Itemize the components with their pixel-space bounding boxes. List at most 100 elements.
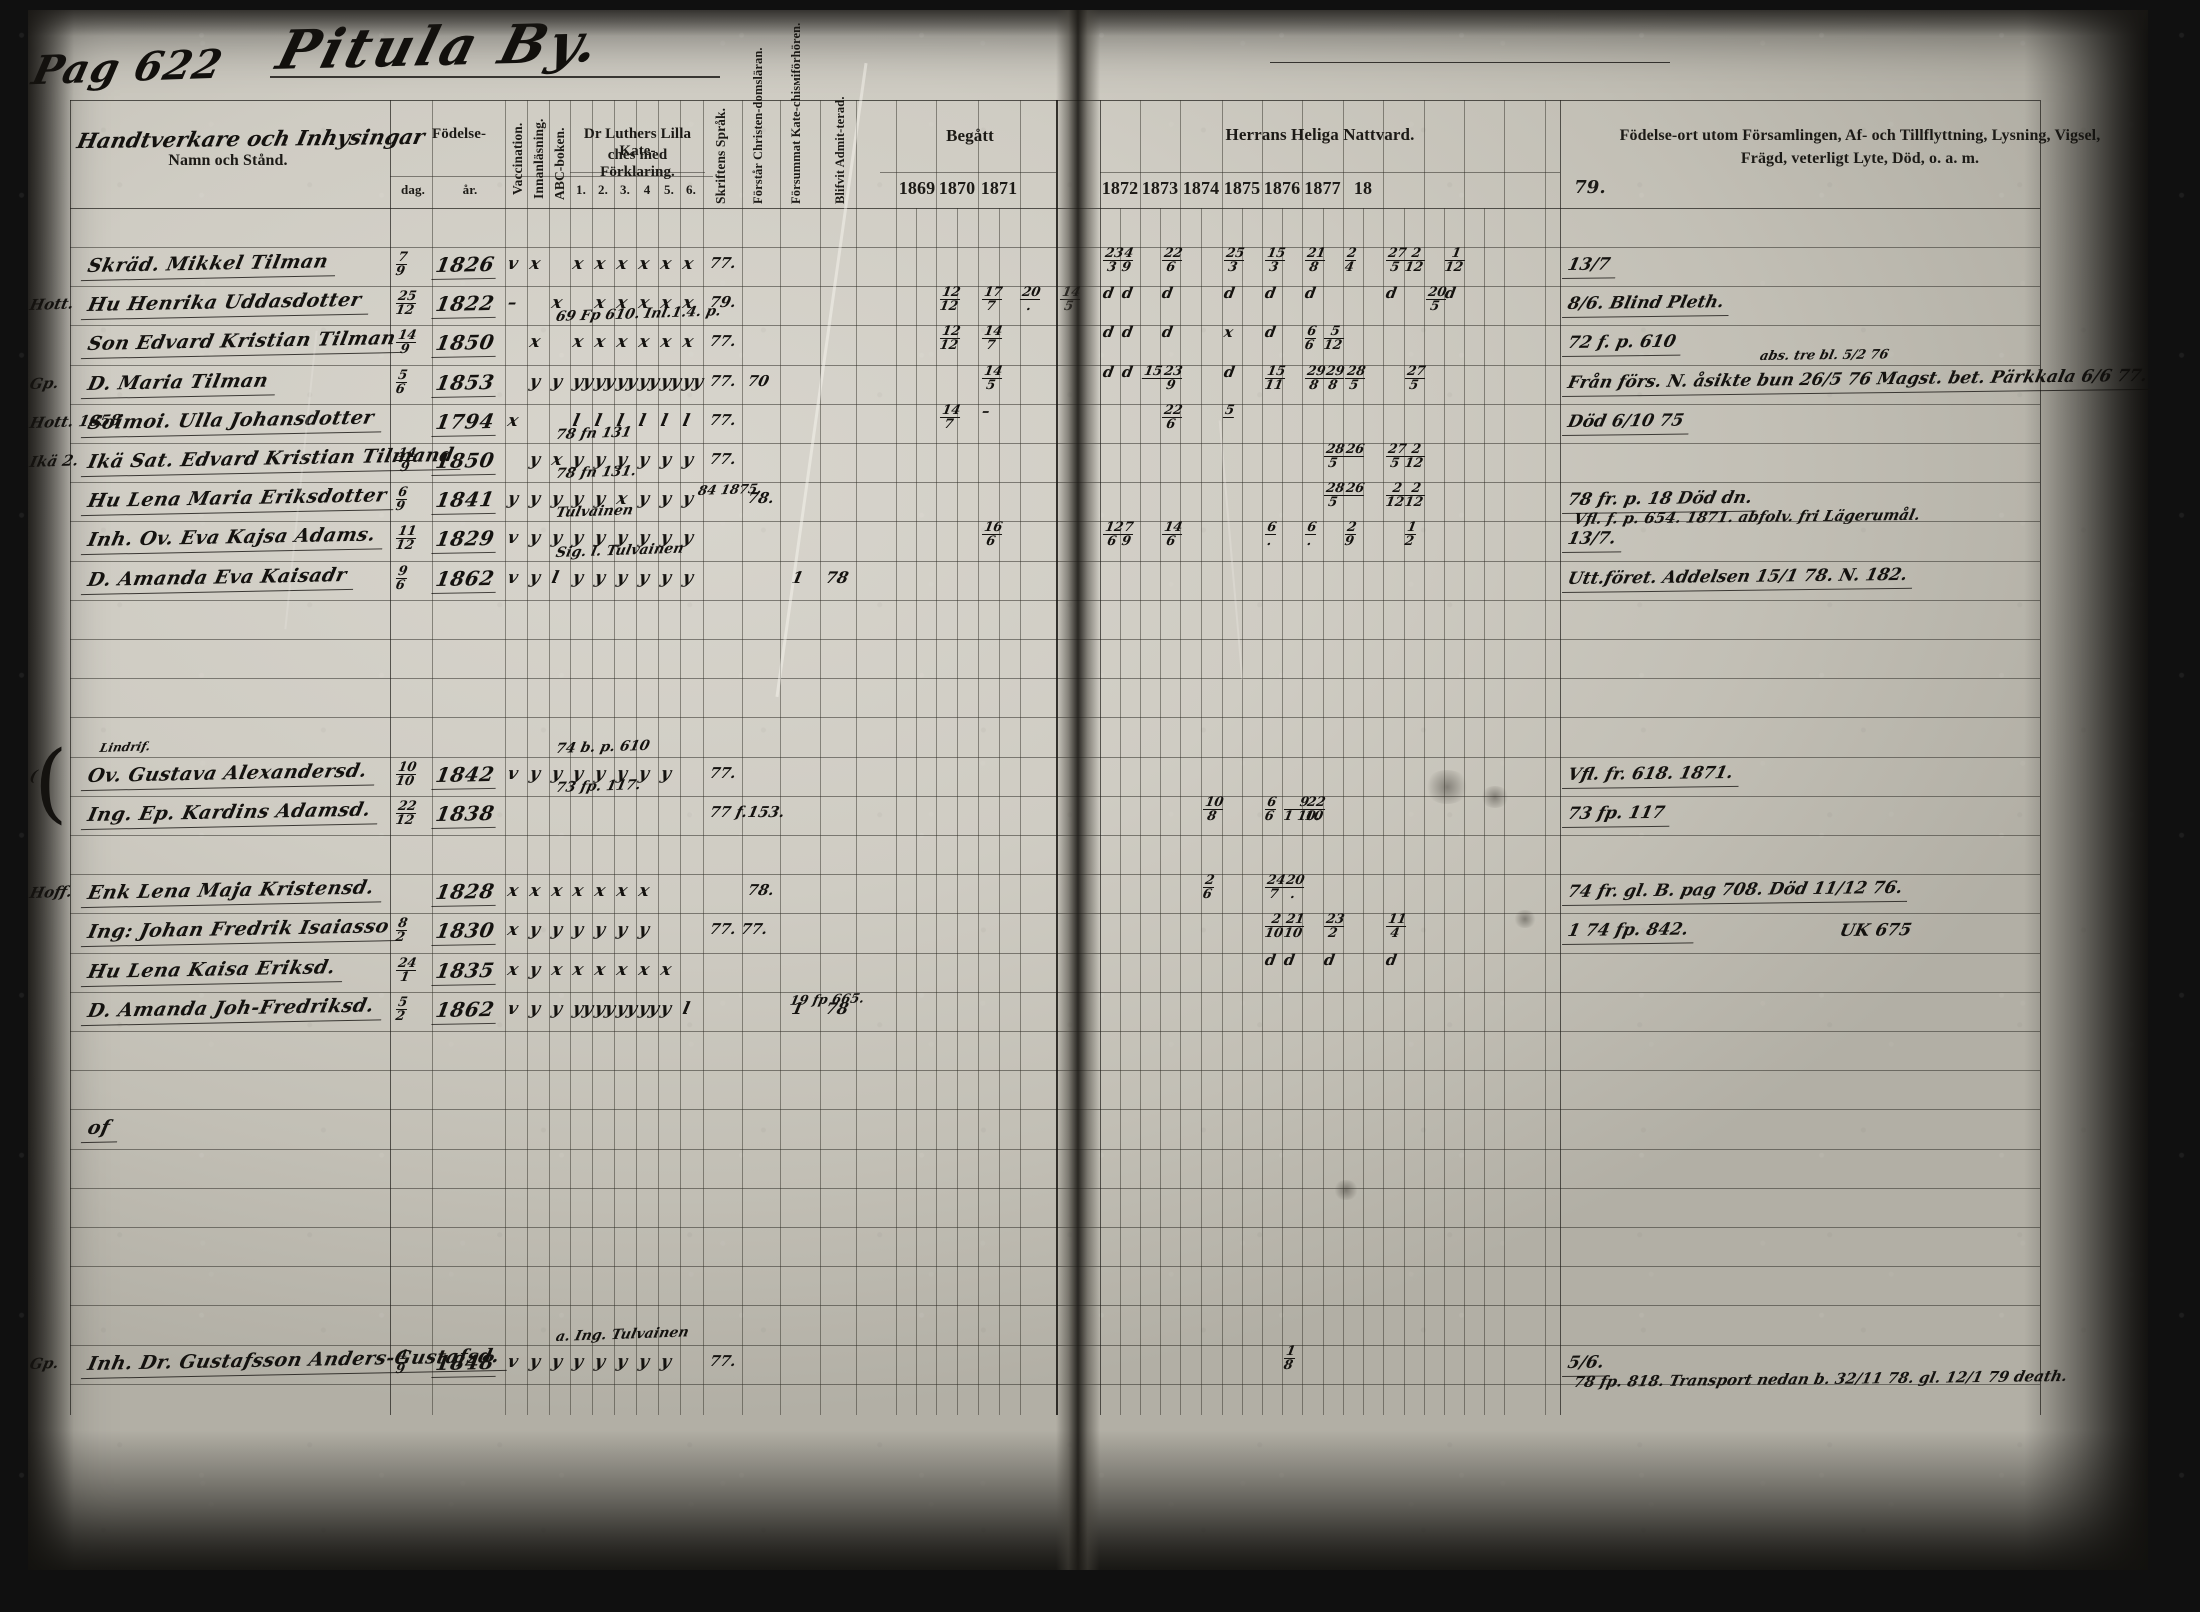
entry-name: Skräd. Mikkel Tilman	[85, 250, 331, 277]
grid-vline	[1020, 100, 1021, 1415]
catechism-mark: yy	[636, 998, 661, 1019]
grid-vline	[1282, 208, 1283, 1415]
communion-entry: 21 10	[1282, 912, 1307, 942]
grid-vline	[1201, 208, 1202, 1415]
begatt-year-1869: 1869	[898, 178, 936, 198]
skriftens-mark: 77.	[708, 410, 739, 429]
grid-vline	[820, 100, 821, 1415]
grid-vline	[505, 100, 506, 1415]
communion-entry: d	[1322, 950, 1337, 969]
grid-vline	[1444, 208, 1445, 1415]
grid-vline	[1484, 208, 1485, 1415]
entry-name: D. Maria Tilman	[85, 369, 271, 395]
catechism-mark: yy	[680, 371, 705, 392]
communion-year-1876: 1876	[1263, 178, 1301, 198]
innanlasning-head: Innanläsning.	[531, 118, 546, 200]
grid-hline	[70, 1187, 2040, 1189]
grid-hline	[70, 1109, 2040, 1111]
grid-vline	[1222, 100, 1223, 1415]
skriftens-mark: 77.	[708, 763, 739, 782]
catechism-mark: yy	[614, 371, 639, 392]
communion-entry: 15 3	[1264, 246, 1288, 275]
grid-hline	[70, 100, 2040, 101]
birth-year: 1842	[433, 761, 497, 787]
entry-overtext: Tulvainen	[554, 502, 635, 522]
birth-year: 1848	[433, 1349, 497, 1375]
communion-entry: d	[1120, 284, 1135, 303]
grid-hline	[70, 795, 2040, 797]
catechism-mark: yy	[592, 998, 617, 1019]
begatt-year-1870: 1870	[938, 178, 976, 198]
grid-vline	[1424, 100, 1425, 1415]
grid-hline	[70, 364, 2040, 366]
notes-entry: 1 74 fp. 842.	[1565, 919, 1691, 942]
communion-entry: d	[1263, 284, 1277, 303]
grid-hline	[1100, 172, 1560, 173]
communion-year-79: 79.	[1574, 177, 1606, 198]
grid-vline	[614, 100, 615, 1415]
notes-entry: 5/6.	[1565, 1352, 1607, 1373]
grid-hline	[70, 1031, 2040, 1032]
grid-hline	[70, 247, 2040, 248]
name-column-printed-head: Namn och Stånd.	[168, 152, 288, 169]
catechism-mark: yy	[614, 998, 639, 1019]
blifvit-note: 19 fp 665.	[788, 991, 866, 1009]
communion-entry: d	[1384, 284, 1398, 303]
notes-head-line2: Frägd, veterligt Lyte, Död, o. a. m.	[1740, 150, 1980, 167]
communion-entry: d	[1101, 362, 1116, 381]
note-superscript: abs. tre bl. 5/2 76	[1758, 347, 1891, 364]
grid-hline	[70, 208, 2040, 209]
entry-name: D. Amanda Eva Kaisadr	[85, 563, 349, 591]
birth-year: 1850	[433, 330, 497, 356]
grid-vline	[549, 100, 550, 1415]
book-gutter	[1056, 10, 1100, 1570]
communion-entry: d	[1303, 284, 1318, 303]
birth-year: 1862	[433, 565, 497, 591]
birth-year: 1794	[433, 408, 497, 434]
grid-vline	[1100, 100, 1101, 1415]
grid-hline	[70, 1148, 2040, 1150]
communion-entry: 15 11	[1263, 363, 1288, 393]
entry-small-note: Lindrif.	[98, 738, 152, 755]
birth-year: 1835	[433, 957, 497, 983]
grid-vline	[432, 100, 433, 1415]
communion-entry: d	[1101, 323, 1116, 342]
forstar-mark: 78.	[746, 881, 777, 900]
grid-vline	[658, 100, 659, 1415]
communion-entry: d	[1222, 362, 1237, 381]
grid-hline	[70, 991, 2040, 993]
skriftens-mark: 77.	[708, 254, 739, 272]
notes-entry: 78 fr. p. 18 Död dn.	[1565, 487, 1755, 511]
grid-hline	[70, 286, 2040, 288]
grid-vline	[1322, 208, 1324, 1415]
communion-entry: d	[1282, 950, 1296, 969]
blifvit-mark: 78	[823, 567, 851, 587]
abc-boken-head: ABC-boken.	[552, 127, 567, 201]
grid-vline	[1242, 208, 1243, 1415]
vaccination-head: Vaccination.	[510, 122, 525, 196]
grid-hline	[70, 874, 2040, 876]
skriftens-mark: 77.	[708, 1351, 739, 1370]
grid-vline	[1403, 208, 1405, 1415]
notes-entry: 72 f. p. 610	[1565, 332, 1678, 354]
grid-vline	[896, 100, 897, 1415]
birth-year: 1826	[433, 251, 497, 277]
grid-vline	[936, 100, 937, 1415]
birth-year: 1841	[433, 487, 497, 513]
communion-year-1874: 1874	[1182, 178, 1220, 198]
communion-entry: d	[1120, 362, 1135, 381]
catechism-head-line1: Dr Luthers Lilla Kate-	[583, 126, 692, 159]
grid-hline	[570, 172, 705, 173]
grid-vline	[1262, 100, 1263, 1415]
catechism-mark: yy	[570, 371, 595, 392]
catechism-mark: yy	[636, 371, 661, 392]
entry-overtext: 74 b. p. 610	[554, 737, 652, 757]
grid-hline	[70, 1266, 2040, 1268]
grid-vline	[916, 208, 917, 1415]
entry-overtext: 73 fp. 117.	[554, 776, 643, 796]
grid-vline	[856, 100, 857, 1415]
grid-vline	[636, 100, 637, 1415]
entry-name: of	[85, 1116, 113, 1140]
entry-overtext: 78 fn 131	[554, 424, 633, 443]
grid-vline	[1140, 100, 1141, 1415]
